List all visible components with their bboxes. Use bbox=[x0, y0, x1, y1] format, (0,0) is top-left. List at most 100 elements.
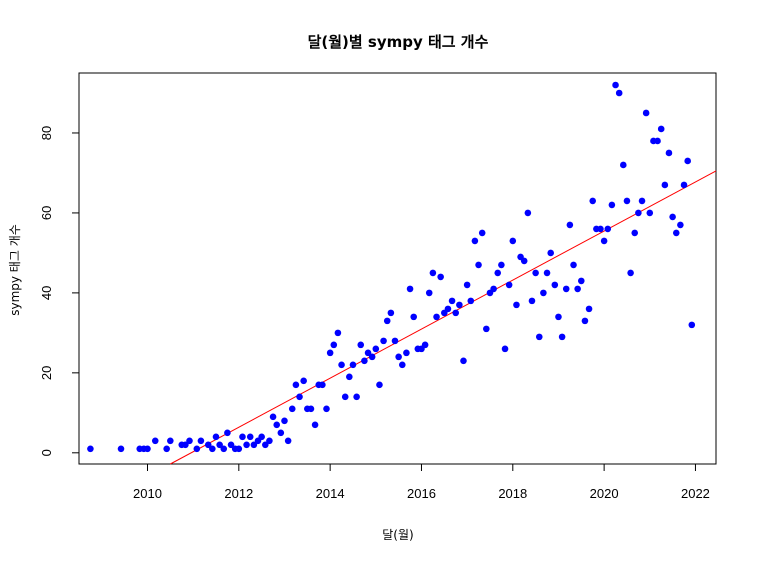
data-point bbox=[406, 285, 414, 293]
data-point bbox=[635, 209, 642, 217]
data-point bbox=[383, 317, 391, 325]
data-point bbox=[471, 237, 479, 245]
data-point bbox=[323, 405, 330, 413]
data-point bbox=[376, 381, 383, 389]
data-point bbox=[395, 353, 402, 361]
data-point bbox=[433, 313, 440, 321]
chart-title: 달(월)별 sympy 태그 개수 bbox=[308, 33, 489, 51]
y-tick-label: 60 bbox=[39, 206, 54, 220]
data-point bbox=[570, 261, 577, 269]
data-point bbox=[357, 341, 365, 349]
data-point bbox=[182, 441, 189, 449]
data-point bbox=[654, 137, 661, 145]
data-point bbox=[235, 445, 243, 453]
data-point bbox=[684, 157, 691, 165]
data-point bbox=[216, 441, 223, 449]
data-point bbox=[600, 237, 608, 245]
data-point bbox=[311, 421, 319, 429]
data-point bbox=[292, 381, 300, 389]
data-point bbox=[532, 269, 539, 277]
data-point bbox=[368, 353, 376, 361]
data-point bbox=[665, 149, 673, 157]
data-point bbox=[391, 337, 399, 345]
data-point bbox=[631, 229, 639, 237]
data-point bbox=[490, 285, 497, 293]
data-point bbox=[204, 441, 212, 449]
data-point bbox=[535, 333, 543, 341]
data-point bbox=[403, 349, 410, 357]
data-point bbox=[243, 441, 250, 449]
data-point bbox=[372, 345, 380, 353]
y-tick-label: 20 bbox=[39, 366, 54, 380]
data-point bbox=[498, 261, 505, 269]
x-tick-label: 2012 bbox=[224, 486, 253, 501]
data-point bbox=[642, 109, 650, 117]
data-point bbox=[620, 161, 627, 169]
data-point bbox=[421, 341, 429, 349]
data-point bbox=[524, 209, 532, 217]
data-point bbox=[494, 269, 502, 277]
x-tick-label: 2010 bbox=[133, 486, 162, 501]
data-point bbox=[657, 125, 665, 133]
data-point bbox=[475, 261, 482, 269]
data-point bbox=[520, 257, 528, 265]
data-point bbox=[437, 273, 444, 281]
data-point bbox=[638, 197, 646, 205]
data-point bbox=[277, 429, 285, 437]
data-point bbox=[117, 445, 125, 453]
data-point bbox=[688, 321, 696, 329]
data-point bbox=[585, 305, 593, 313]
data-point bbox=[543, 269, 551, 277]
data-point bbox=[380, 337, 387, 345]
data-point bbox=[87, 445, 94, 453]
data-point bbox=[551, 281, 559, 289]
data-point bbox=[239, 433, 246, 441]
data-point bbox=[577, 277, 585, 285]
plot-frame bbox=[78, 72, 717, 465]
data-point bbox=[672, 229, 680, 237]
data-point bbox=[273, 421, 281, 429]
data-point bbox=[597, 225, 604, 233]
data-point bbox=[604, 225, 612, 233]
data-point bbox=[463, 281, 471, 289]
data-point bbox=[387, 309, 395, 317]
data-point bbox=[193, 445, 201, 453]
data-point bbox=[307, 405, 315, 413]
data-point bbox=[460, 357, 467, 365]
data-point bbox=[338, 361, 345, 369]
data-point bbox=[353, 393, 360, 401]
data-point bbox=[246, 433, 254, 441]
data-point bbox=[281, 417, 288, 425]
trend-line bbox=[170, 170, 717, 465]
data-point bbox=[574, 285, 581, 293]
data-point bbox=[608, 201, 616, 209]
data-point bbox=[669, 213, 676, 221]
y-tick-label: 40 bbox=[39, 286, 54, 300]
data-point bbox=[266, 437, 273, 445]
data-point bbox=[151, 437, 159, 445]
data-point bbox=[284, 437, 292, 445]
data-point bbox=[224, 429, 231, 437]
data-point bbox=[444, 305, 452, 313]
data-point bbox=[220, 445, 228, 453]
data-point bbox=[677, 221, 684, 229]
data-point bbox=[186, 437, 193, 445]
data-point bbox=[300, 377, 307, 385]
data-point bbox=[467, 297, 475, 305]
data-point bbox=[562, 285, 570, 293]
data-point bbox=[615, 89, 623, 97]
x-tick-label: 2018 bbox=[498, 486, 527, 501]
data-point bbox=[528, 297, 536, 305]
data-point bbox=[197, 437, 205, 445]
plot-area: 2010 2012 2014 2016 2018 2020 2022 0 20 40 60 80 bbox=[39, 72, 717, 501]
data-point bbox=[555, 313, 562, 321]
data-point bbox=[540, 289, 547, 297]
y-axis-label: sympy 태그 개수 bbox=[8, 224, 22, 316]
x-tick-label: 2014 bbox=[316, 486, 345, 501]
data-point bbox=[680, 181, 688, 189]
y-tick-label: 80 bbox=[39, 126, 54, 140]
data-point bbox=[627, 269, 634, 277]
x-axis-label: 달(월) bbox=[382, 528, 413, 542]
data-point bbox=[269, 413, 277, 421]
